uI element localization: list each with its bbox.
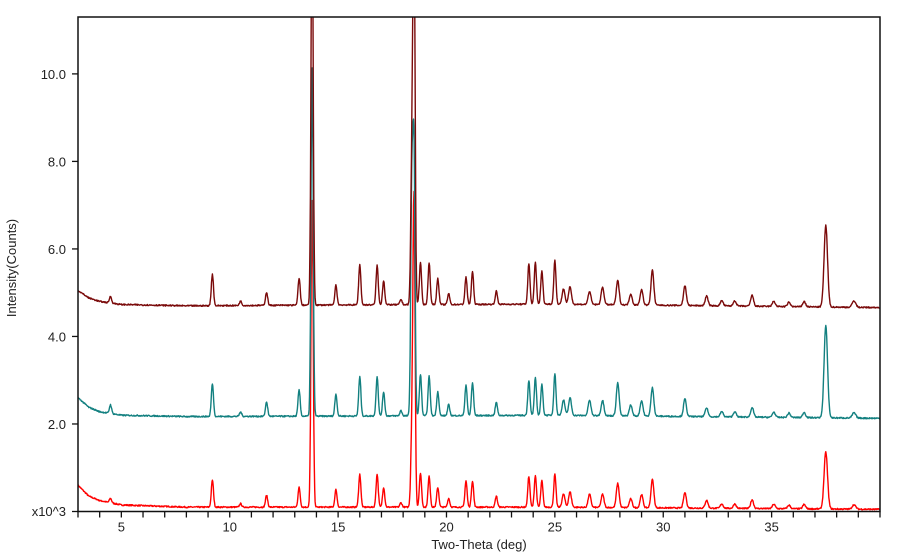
y-axis-label: Intensity(Counts) [4, 219, 19, 317]
x-tick-label: 25 [548, 520, 562, 535]
x-tick-label: 20 [439, 520, 453, 535]
series-line-3 [78, 17, 880, 309]
series-line-2 [78, 67, 880, 420]
y-tick-label: 4.0 [48, 329, 66, 344]
y-tick-label: 6.0 [48, 242, 66, 257]
axis-ticks: 5 10 15 20 25 30 35 2.0 4.0 6.0 8.0 10.0 [41, 67, 881, 535]
y-multiplier-label: x10^3 [32, 504, 66, 519]
series-layer [78, 17, 880, 511]
y-tick-label: 10.0 [41, 67, 66, 82]
x-axis-label: Two-Theta (deg) [431, 537, 526, 552]
series-line-1 [78, 190, 880, 511]
y-tick-label: 2.0 [48, 417, 66, 432]
x-tick-label: 30 [656, 520, 670, 535]
x-tick-label: 5 [118, 520, 125, 535]
x-tick-label: 10 [222, 520, 236, 535]
y-tick-label: 8.0 [48, 154, 66, 169]
x-tick-label: 15 [331, 520, 345, 535]
x-tick-label: 35 [764, 520, 778, 535]
plot-frame [77, 16, 881, 513]
